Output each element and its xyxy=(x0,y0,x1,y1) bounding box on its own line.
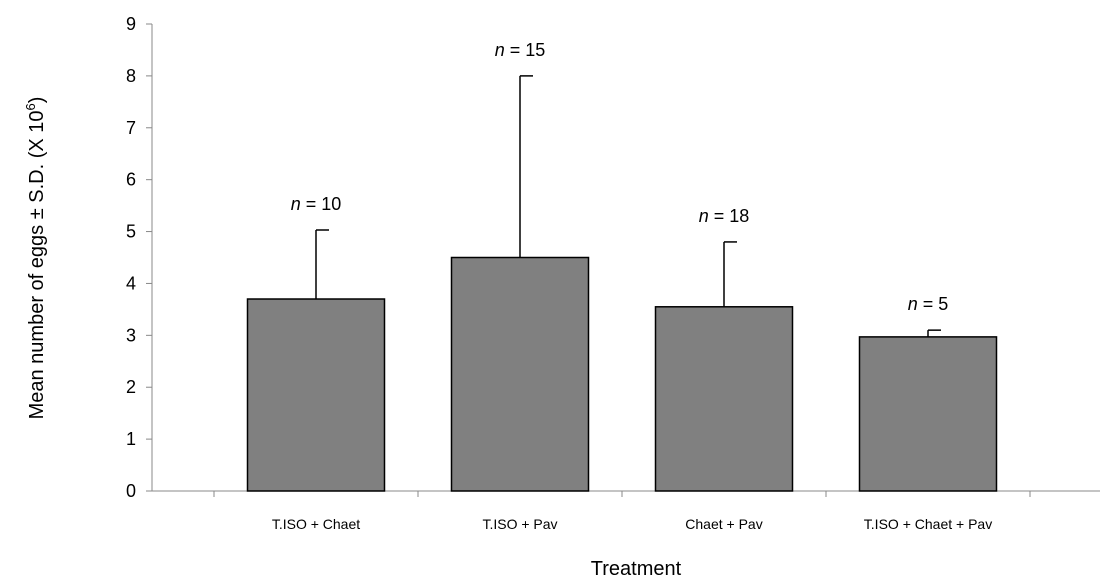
y-tick-label: 2 xyxy=(126,377,136,397)
y-tick-label: 9 xyxy=(126,14,136,34)
x-tick-label: T.ISO + Pav xyxy=(482,516,557,532)
sample-size-label: n = 15 xyxy=(495,40,546,60)
bar xyxy=(858,336,998,492)
y-tick-label: 1 xyxy=(126,429,136,449)
labels: T.ISO + Chaet n = 10 T.ISO + Pav n = 15 Chae… xyxy=(272,40,992,532)
x-tick-label: T.ISO + Chaet xyxy=(272,516,360,532)
y-tick-label: 4 xyxy=(126,273,136,293)
y-tick-label: 0 xyxy=(126,481,136,501)
y-tick-label: 3 xyxy=(126,325,136,345)
y-tick-label: 5 xyxy=(126,222,136,242)
y-tick-label: 7 xyxy=(126,118,136,138)
bars xyxy=(246,75,998,492)
x-axis-title: Treatment xyxy=(591,558,682,580)
sample-size-label: n = 18 xyxy=(699,206,750,226)
x-tick-label: Chaet + Pav xyxy=(685,516,762,532)
sample-size-label: n = 5 xyxy=(908,294,949,314)
bar xyxy=(654,306,794,492)
sample-size-label: n = 10 xyxy=(291,194,342,214)
y-tick-label: 6 xyxy=(126,170,136,190)
y-tick-label: 8 xyxy=(126,66,136,86)
bar xyxy=(246,298,386,492)
bar xyxy=(450,256,590,492)
y-axis-title: Mean number of eggs ± S.D. (X 106) xyxy=(23,97,48,420)
x-tick-label: T.ISO + Chaet + Pav xyxy=(864,516,992,532)
